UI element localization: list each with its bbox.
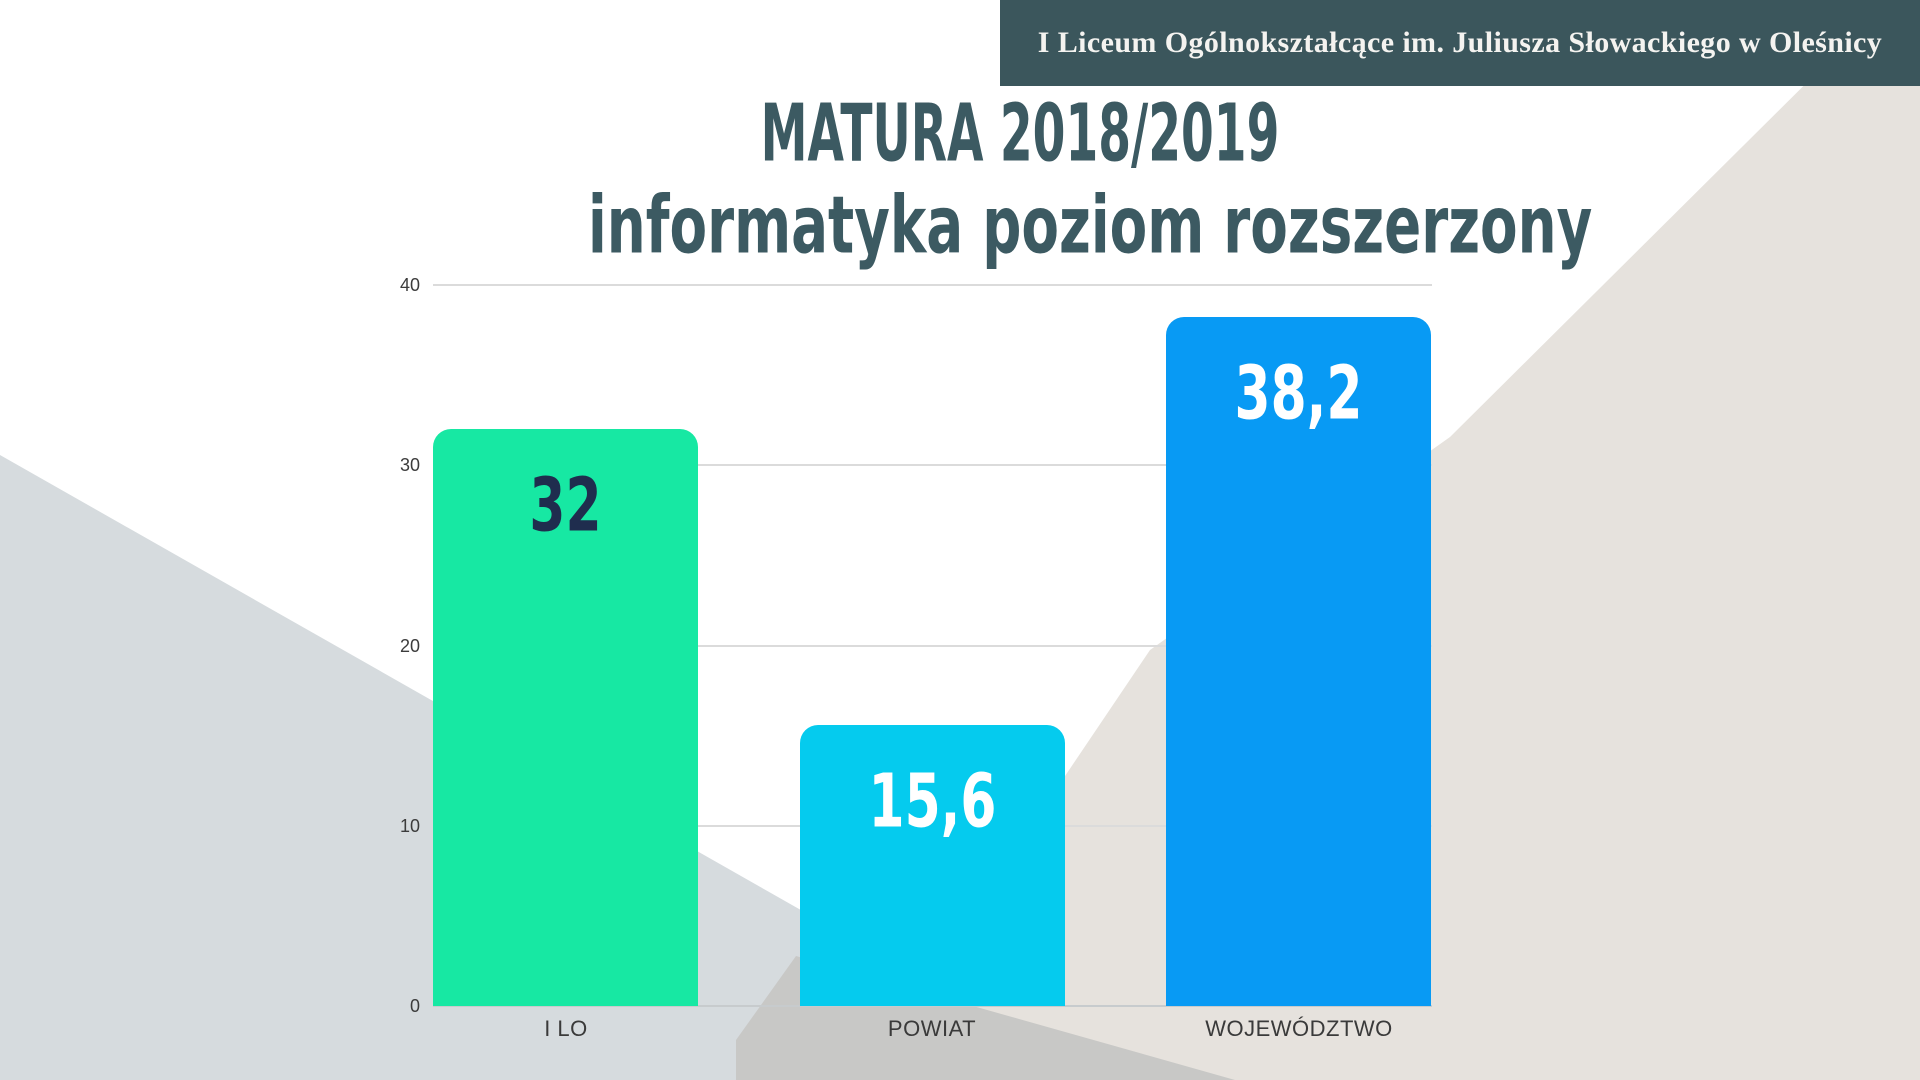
chart-title-line2: informatyka poziom rozszerzony xyxy=(588,177,1593,272)
chart-title: MATURA 2018/2019 informatyka poziom rozs… xyxy=(420,85,1620,272)
y-tick-label-30: 30 xyxy=(399,455,420,476)
y-tick-label-0: 0 xyxy=(409,996,420,1016)
bar-value-label-wojewodztwo: 38,2 xyxy=(1234,349,1363,437)
school-banner: I Liceum Ogólnokształcące im. Juliusza S… xyxy=(1000,0,1920,86)
x-category-label-wojewodztwo: WOJEWÓDZTWO xyxy=(1205,1016,1393,1041)
bar-value-label-powiat: 15,6 xyxy=(868,757,997,845)
y-tick-label-20: 20 xyxy=(399,635,420,656)
y-tick-label-10: 10 xyxy=(399,815,420,836)
x-category-label-i-lo: I LO xyxy=(544,1016,588,1041)
school-banner-text: I Liceum Ogólnokształcące im. Juliusza S… xyxy=(1037,26,1883,59)
bar-powiat xyxy=(800,725,1065,1006)
gridline-20 xyxy=(433,644,1432,647)
y-tick-label-40: 40 xyxy=(399,275,420,295)
x-category-label-powiat: POWIAT xyxy=(887,1016,977,1041)
axis-line-0 xyxy=(433,1005,1432,1007)
bar-i-lo xyxy=(433,429,698,1006)
gridline-30 xyxy=(433,464,1432,467)
gridline-40 xyxy=(433,284,1432,286)
bar-wojewodztwo xyxy=(1166,317,1431,1006)
bar-value-label-i-lo: 32 xyxy=(529,461,602,549)
chart-title-line1: MATURA 2018/2019 xyxy=(760,85,1280,180)
